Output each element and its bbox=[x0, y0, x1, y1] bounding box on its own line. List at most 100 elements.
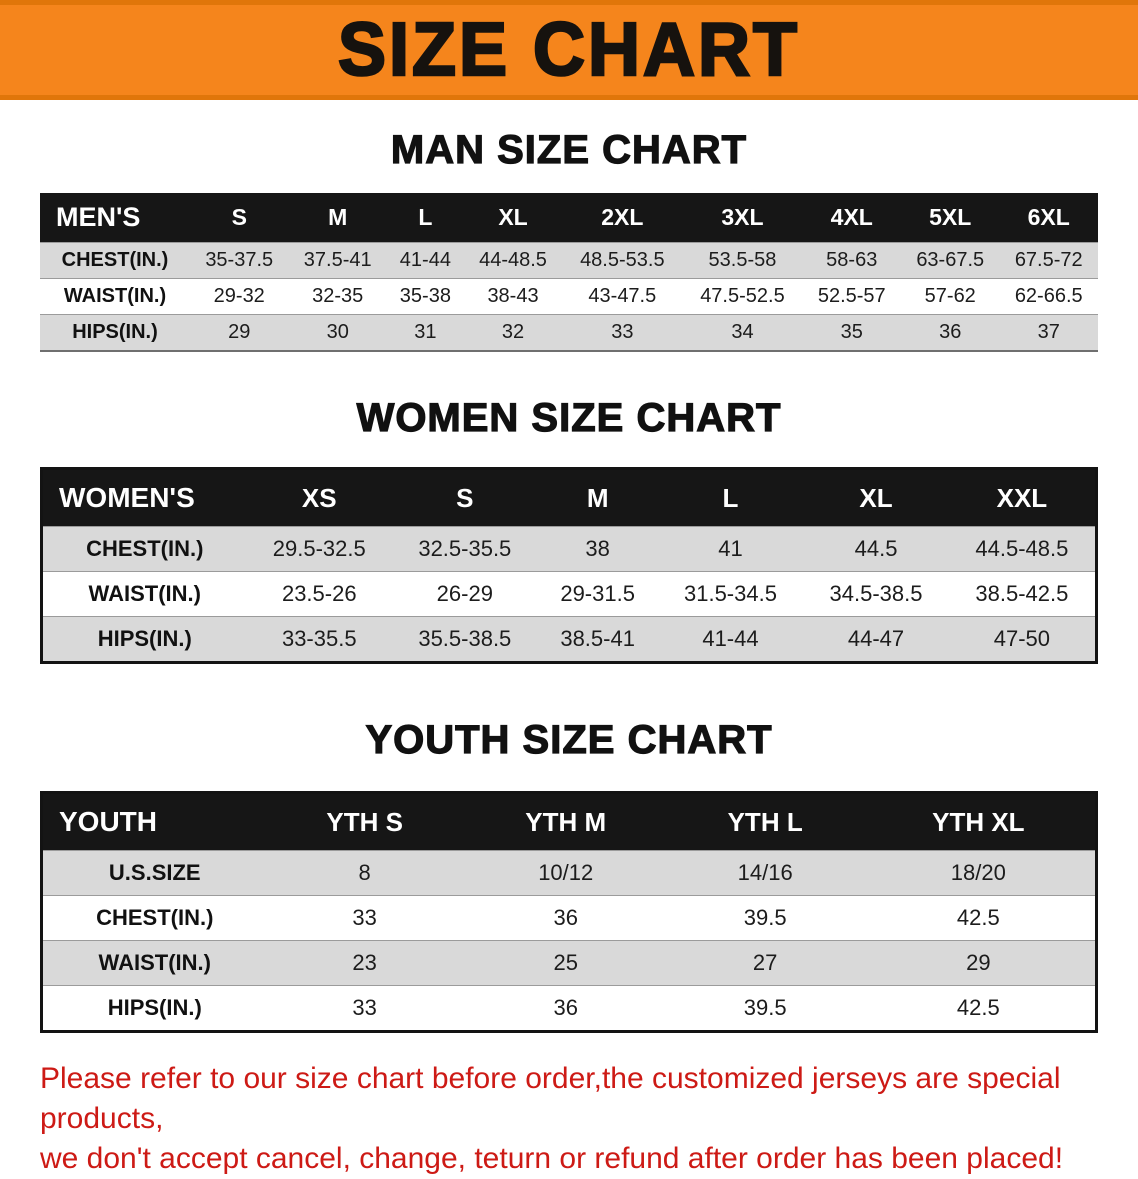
table-row: WAIST(IN.) 23.5-26 26-29 29-31.5 31.5-34… bbox=[41, 571, 1097, 617]
women-chart-heading: WOMEN SIZE CHART bbox=[356, 395, 782, 440]
size-cell: 47-50 bbox=[948, 616, 1097, 663]
row-header: CHEST(IN.) bbox=[41, 526, 247, 572]
size-cell: 10/12 bbox=[462, 850, 669, 896]
youth-table-header-row: YOUTH YTH S YTH M YTH L YTH XL bbox=[41, 792, 1097, 851]
size-cell: 35 bbox=[802, 314, 901, 352]
table-row: CHEST(IN.) 29.5-32.5 32.5-35.5 38 41 44.… bbox=[41, 526, 1097, 572]
size-cell: 33 bbox=[266, 985, 463, 1032]
men-size-table: MEN'S S M L XL 2XL 3XL 4XL 5XL 6XL CHEST… bbox=[40, 193, 1098, 352]
size-cell: 53.5-58 bbox=[682, 242, 803, 279]
column-header: M bbox=[537, 468, 658, 527]
column-header: S bbox=[190, 193, 289, 243]
size-cell: 34 bbox=[682, 314, 803, 352]
size-cell: 38-43 bbox=[463, 278, 563, 315]
size-cell: 26-29 bbox=[392, 571, 538, 617]
column-header: 6XL bbox=[999, 193, 1098, 243]
size-cell: 44.5-48.5 bbox=[948, 526, 1097, 572]
size-cell: 32 bbox=[463, 314, 563, 352]
size-cell: 29 bbox=[190, 314, 289, 352]
table-row: HIPS(IN.) 33-35.5 35.5-38.5 38.5-41 41-4… bbox=[41, 616, 1097, 663]
size-cell: 42.5 bbox=[861, 985, 1097, 1032]
table-row: HIPS(IN.) 33 36 39.5 42.5 bbox=[41, 985, 1097, 1032]
youth-table-title-cell: YOUTH bbox=[41, 792, 267, 851]
size-cell: 31.5-34.5 bbox=[657, 571, 804, 617]
row-header: WAIST(IN.) bbox=[41, 571, 247, 617]
size-cell: 47.5-52.5 bbox=[682, 278, 803, 315]
size-cell: 33 bbox=[266, 895, 463, 941]
size-cell: 35-37.5 bbox=[190, 242, 289, 279]
size-cell: 36 bbox=[462, 985, 669, 1032]
column-header: XL bbox=[463, 193, 563, 243]
size-cell: 25 bbox=[462, 940, 669, 986]
size-cell: 8 bbox=[266, 850, 463, 896]
column-header: YTH S bbox=[266, 792, 463, 851]
size-cell: 27 bbox=[668, 940, 862, 986]
size-cell: 29.5-32.5 bbox=[246, 526, 393, 572]
size-cell: 43-47.5 bbox=[562, 278, 683, 315]
row-header: WAIST(IN.) bbox=[40, 278, 190, 315]
table-row: U.S.SIZE 8 10/12 14/16 18/20 bbox=[41, 850, 1097, 896]
size-cell: 33 bbox=[562, 314, 683, 352]
table-row: WAIST(IN.) 23 25 27 29 bbox=[41, 940, 1097, 986]
size-cell: 44-47 bbox=[803, 616, 949, 663]
size-cell: 62-66.5 bbox=[999, 278, 1098, 315]
column-header: XL bbox=[803, 468, 949, 527]
size-cell: 29-32 bbox=[190, 278, 289, 315]
size-cell: 35.5-38.5 bbox=[392, 616, 538, 663]
size-cell: 44.5 bbox=[803, 526, 949, 572]
size-cell: 37 bbox=[999, 314, 1098, 352]
column-header: YTH XL bbox=[861, 792, 1097, 851]
size-cell: 42.5 bbox=[861, 895, 1097, 941]
men-table-header-row: MEN'S S M L XL 2XL 3XL 4XL 5XL 6XL bbox=[40, 193, 1098, 243]
size-cell: 38.5-41 bbox=[537, 616, 658, 663]
men-chart-heading: MAN SIZE CHART bbox=[390, 127, 748, 172]
column-header: 4XL bbox=[802, 193, 901, 243]
size-cell: 57-62 bbox=[901, 278, 1000, 315]
size-cell: 38 bbox=[537, 526, 658, 572]
size-cell: 48.5-53.5 bbox=[562, 242, 683, 279]
disclaimer-line-1: Please refer to our size chart before or… bbox=[40, 1062, 1061, 1135]
row-header: HIPS(IN.) bbox=[41, 616, 247, 663]
size-cell: 39.5 bbox=[668, 985, 862, 1032]
table-row: WAIST(IN.) 29-32 32-35 35-38 38-43 43-47… bbox=[40, 278, 1098, 315]
row-header: CHEST(IN.) bbox=[40, 242, 190, 279]
women-size-table: WOMEN'S XS S M L XL XXL CHEST(IN.) 29.5-… bbox=[40, 467, 1098, 664]
size-cell: 33-35.5 bbox=[246, 616, 393, 663]
size-cell: 38.5-42.5 bbox=[948, 571, 1097, 617]
women-table-title-cell: WOMEN'S bbox=[41, 468, 247, 527]
table-row: CHEST(IN.) 33 36 39.5 42.5 bbox=[41, 895, 1097, 941]
youth-chart-heading: YOUTH SIZE CHART bbox=[365, 717, 773, 762]
size-cell: 29-31.5 bbox=[537, 571, 658, 617]
size-chart-banner: SIZE CHART bbox=[0, 0, 1138, 100]
table-row: HIPS(IN.) 29 30 31 32 33 34 35 36 37 bbox=[40, 314, 1098, 352]
column-header: L bbox=[386, 193, 464, 243]
women-table-header-row: WOMEN'S XS S M L XL XXL bbox=[41, 468, 1097, 527]
banner-title: SIZE CHART bbox=[337, 7, 800, 94]
size-cell: 35-38 bbox=[386, 278, 464, 315]
row-header: CHEST(IN.) bbox=[41, 895, 267, 941]
size-cell: 63-67.5 bbox=[901, 242, 1000, 279]
column-header: YTH L bbox=[668, 792, 862, 851]
size-cell: 23.5-26 bbox=[246, 571, 393, 617]
disclaimer-line-2: we don't accept cancel, change, teturn o… bbox=[40, 1141, 1064, 1175]
size-cell: 41-44 bbox=[386, 242, 464, 279]
column-header: S bbox=[392, 468, 538, 527]
column-header: 3XL bbox=[682, 193, 803, 243]
row-header: U.S.SIZE bbox=[41, 850, 267, 896]
youth-size-table: YOUTH YTH S YTH M YTH L YTH XL U.S.SIZE … bbox=[40, 791, 1098, 1033]
column-header: YTH M bbox=[462, 792, 669, 851]
column-header: 2XL bbox=[562, 193, 683, 243]
size-cell: 14/16 bbox=[668, 850, 862, 896]
column-header: XS bbox=[246, 468, 393, 527]
size-cell: 18/20 bbox=[861, 850, 1097, 896]
men-table-title-cell: MEN'S bbox=[40, 193, 190, 243]
column-header: L bbox=[657, 468, 804, 527]
size-cell: 44-48.5 bbox=[463, 242, 563, 279]
size-cell: 31 bbox=[386, 314, 464, 352]
column-header: 5XL bbox=[901, 193, 1000, 243]
size-cell: 41 bbox=[657, 526, 804, 572]
order-disclaimer: Please refer to our size chart before or… bbox=[40, 1059, 1098, 1179]
size-cell: 67.5-72 bbox=[999, 242, 1098, 279]
row-header: HIPS(IN.) bbox=[40, 314, 190, 352]
size-cell: 32.5-35.5 bbox=[392, 526, 538, 572]
